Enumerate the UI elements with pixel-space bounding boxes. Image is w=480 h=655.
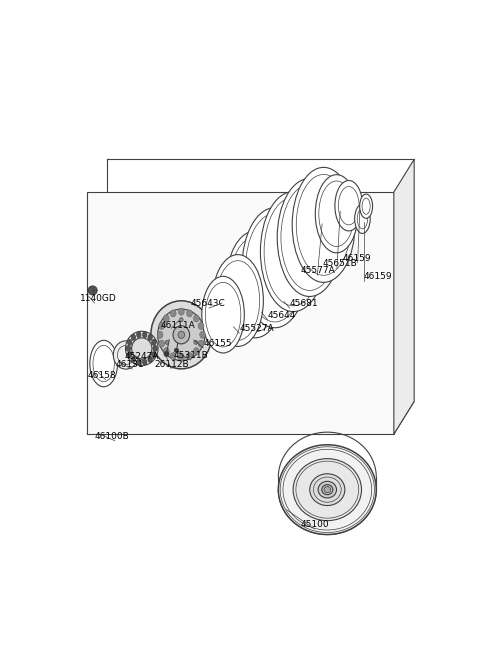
Ellipse shape bbox=[151, 301, 212, 369]
Ellipse shape bbox=[128, 352, 132, 358]
Text: 46100B: 46100B bbox=[95, 432, 129, 441]
Ellipse shape bbox=[212, 255, 264, 346]
Ellipse shape bbox=[193, 315, 199, 322]
Polygon shape bbox=[87, 192, 394, 434]
Ellipse shape bbox=[157, 331, 163, 339]
Circle shape bbox=[88, 286, 97, 295]
Ellipse shape bbox=[278, 445, 376, 534]
Ellipse shape bbox=[137, 359, 141, 365]
Text: 45527A: 45527A bbox=[240, 324, 274, 333]
Ellipse shape bbox=[152, 339, 156, 345]
Text: 45681: 45681 bbox=[289, 299, 318, 308]
Ellipse shape bbox=[179, 308, 184, 315]
Text: 26112B: 26112B bbox=[155, 360, 189, 369]
Ellipse shape bbox=[152, 352, 156, 358]
Ellipse shape bbox=[125, 331, 158, 365]
Ellipse shape bbox=[179, 354, 184, 362]
Ellipse shape bbox=[315, 175, 358, 253]
Text: 45100: 45100 bbox=[300, 520, 329, 529]
Ellipse shape bbox=[180, 318, 183, 322]
Ellipse shape bbox=[187, 352, 192, 360]
Ellipse shape bbox=[202, 276, 244, 353]
Ellipse shape bbox=[148, 335, 152, 341]
Ellipse shape bbox=[318, 481, 336, 498]
Text: 45643C: 45643C bbox=[191, 299, 225, 308]
Ellipse shape bbox=[226, 231, 285, 338]
Ellipse shape bbox=[355, 204, 370, 233]
Ellipse shape bbox=[322, 485, 333, 495]
Text: 45644: 45644 bbox=[267, 310, 296, 320]
Ellipse shape bbox=[242, 208, 308, 328]
Polygon shape bbox=[394, 159, 414, 434]
Ellipse shape bbox=[159, 322, 165, 329]
Ellipse shape bbox=[132, 338, 152, 359]
Text: 46159: 46159 bbox=[343, 253, 372, 263]
Ellipse shape bbox=[170, 352, 176, 360]
Ellipse shape bbox=[90, 341, 118, 386]
Ellipse shape bbox=[360, 194, 372, 218]
Text: 1140GD: 1140GD bbox=[80, 294, 117, 303]
Ellipse shape bbox=[159, 340, 165, 347]
Ellipse shape bbox=[165, 341, 169, 345]
Ellipse shape bbox=[187, 310, 192, 317]
Ellipse shape bbox=[200, 331, 205, 339]
Ellipse shape bbox=[131, 335, 136, 341]
Text: 45651B: 45651B bbox=[322, 259, 357, 269]
Text: 46159: 46159 bbox=[363, 272, 392, 282]
Text: 46111A: 46111A bbox=[160, 321, 195, 329]
Ellipse shape bbox=[194, 341, 198, 345]
Text: 45311B: 45311B bbox=[174, 351, 209, 360]
Text: 46155: 46155 bbox=[204, 339, 232, 348]
Text: 45577A: 45577A bbox=[300, 267, 336, 275]
Ellipse shape bbox=[173, 326, 190, 344]
Ellipse shape bbox=[128, 339, 132, 345]
Ellipse shape bbox=[126, 345, 131, 352]
Ellipse shape bbox=[153, 345, 157, 352]
Ellipse shape bbox=[198, 322, 204, 329]
Ellipse shape bbox=[335, 181, 362, 231]
Ellipse shape bbox=[143, 359, 147, 365]
Ellipse shape bbox=[131, 356, 136, 362]
Ellipse shape bbox=[292, 168, 355, 282]
Ellipse shape bbox=[324, 487, 331, 493]
Ellipse shape bbox=[148, 356, 152, 362]
Ellipse shape bbox=[163, 348, 169, 355]
Ellipse shape bbox=[157, 309, 205, 360]
Ellipse shape bbox=[143, 331, 147, 338]
Text: 46158: 46158 bbox=[87, 371, 116, 380]
Ellipse shape bbox=[137, 331, 141, 338]
Ellipse shape bbox=[113, 341, 138, 369]
Circle shape bbox=[164, 351, 169, 356]
Polygon shape bbox=[87, 402, 414, 434]
Ellipse shape bbox=[170, 310, 176, 317]
Ellipse shape bbox=[277, 178, 342, 297]
Ellipse shape bbox=[310, 474, 345, 506]
Ellipse shape bbox=[163, 315, 169, 322]
Ellipse shape bbox=[193, 348, 199, 355]
Circle shape bbox=[174, 348, 179, 352]
Ellipse shape bbox=[198, 340, 204, 347]
Ellipse shape bbox=[261, 191, 326, 312]
Ellipse shape bbox=[293, 458, 361, 521]
Text: 45247A: 45247A bbox=[125, 352, 159, 360]
Text: 46131: 46131 bbox=[116, 360, 144, 369]
Ellipse shape bbox=[178, 331, 185, 339]
